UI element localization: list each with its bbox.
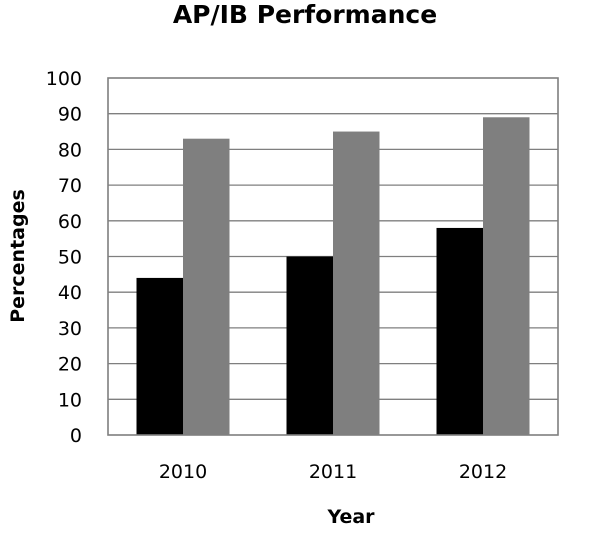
y-tick-label: 30 [58, 318, 82, 340]
y-tick-label: 10 [58, 389, 82, 411]
x-tick-label-2010: 2010 [159, 461, 207, 483]
x-tick-labels: 2010 2011 2012 [159, 461, 507, 483]
y-tick-labels: 0 10 20 30 40 50 60 70 80 90 100 [46, 68, 82, 447]
y-tick-label: 90 [58, 104, 82, 126]
y-tick-label: 40 [58, 282, 82, 304]
bar-series-1-2011 [286, 256, 333, 435]
y-tick-label: 70 [58, 175, 82, 197]
bars [136, 117, 530, 436]
y-tick-label: 20 [58, 354, 82, 376]
plot-area [107, 77, 559, 436]
x-tick-label-2012: 2012 [459, 461, 507, 483]
bar-series-2-2011 [333, 131, 380, 436]
bar-series-1-2010 [136, 277, 183, 435]
bar-series-1-2012 [436, 227, 483, 435]
chart-title: AP/IB Performance [173, 0, 437, 29]
y-tick-label: 0 [70, 425, 82, 447]
y-tick-label: 50 [58, 247, 82, 269]
y-tick-label: 80 [58, 139, 82, 161]
y-tick-label: 100 [46, 68, 82, 90]
x-axis-title: Year [326, 506, 375, 528]
bar-series-2-2010 [183, 138, 230, 435]
y-tick-label: 60 [58, 211, 82, 233]
bar-series-2-2012 [483, 117, 530, 436]
x-tick-label-2011: 2011 [309, 461, 357, 483]
y-axis-title: Percentages [7, 189, 29, 323]
